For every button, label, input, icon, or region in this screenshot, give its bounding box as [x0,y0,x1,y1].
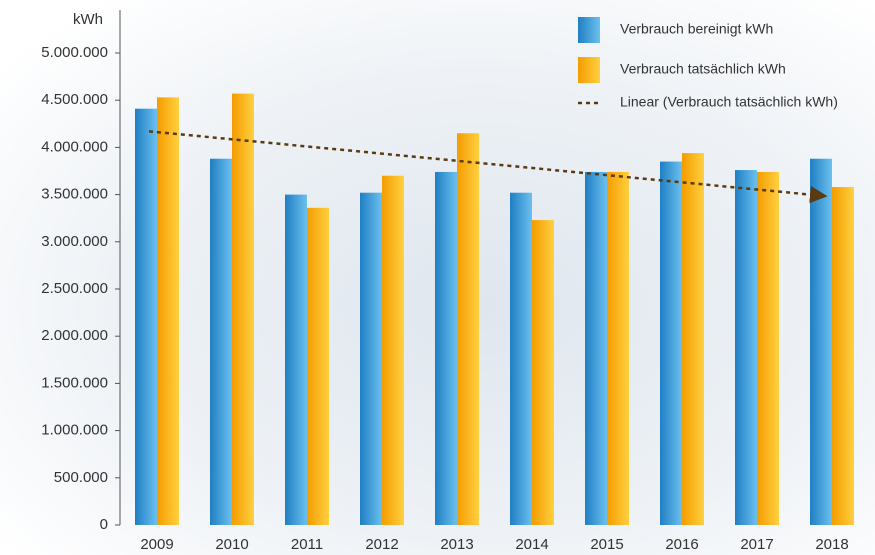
bar [360,192,382,525]
bar [660,161,682,525]
x-tick-label: 2009 [140,536,173,553]
legend-text: Verbrauch bereinigt kWh [620,21,773,37]
x-tick-label: 2014 [515,536,548,553]
legend-swatch [578,17,600,43]
x-tick-label: 2015 [590,536,623,553]
bar [510,192,532,525]
y-tick-label: 4.000.000 [41,138,108,155]
x-tick-label: 2018 [815,536,848,553]
bar [307,207,329,526]
y-tick-label: 3.500.000 [41,186,108,203]
y-tick-label: 500.000 [54,469,108,486]
bar [435,171,457,525]
bar [810,158,832,525]
legend-text: Linear (Verbrauch tatsächlich kWh) [620,94,838,110]
y-tick-label: 2.000.000 [41,327,108,344]
y-tick-label: 2.500.000 [41,280,108,297]
bar [532,220,554,525]
y-tick-label: 3.000.000 [41,233,108,250]
x-tick-label: 2013 [440,536,473,553]
x-tick-label: 2012 [365,536,398,553]
bar [757,171,779,525]
bar [607,171,629,525]
x-tick-label: 2016 [665,536,698,553]
bar [735,170,757,525]
legend-text: Verbrauch tatsächlich kWh [620,61,786,77]
bar [232,93,254,525]
y-tick-label: 1.500.000 [41,374,108,391]
x-tick-label: 2017 [740,536,773,553]
bar [585,171,607,525]
bar [682,153,704,525]
bar [157,97,179,526]
x-tick-label: 2011 [291,536,323,553]
y-axis-label: kWh [73,11,103,28]
trendline [148,130,828,204]
y-tick-label: 1.000.000 [41,422,108,439]
bar [135,108,157,526]
legend-swatch [578,57,600,83]
x-tick-label: 2010 [215,536,248,553]
y-tick-label: 5.000.000 [41,44,108,61]
bar [832,187,854,525]
bar [382,175,404,525]
bar [457,133,479,526]
bar [285,194,307,525]
y-tick-label: 4.500.000 [41,91,108,108]
bar [210,158,232,525]
y-tick-label: 0 [100,516,108,533]
